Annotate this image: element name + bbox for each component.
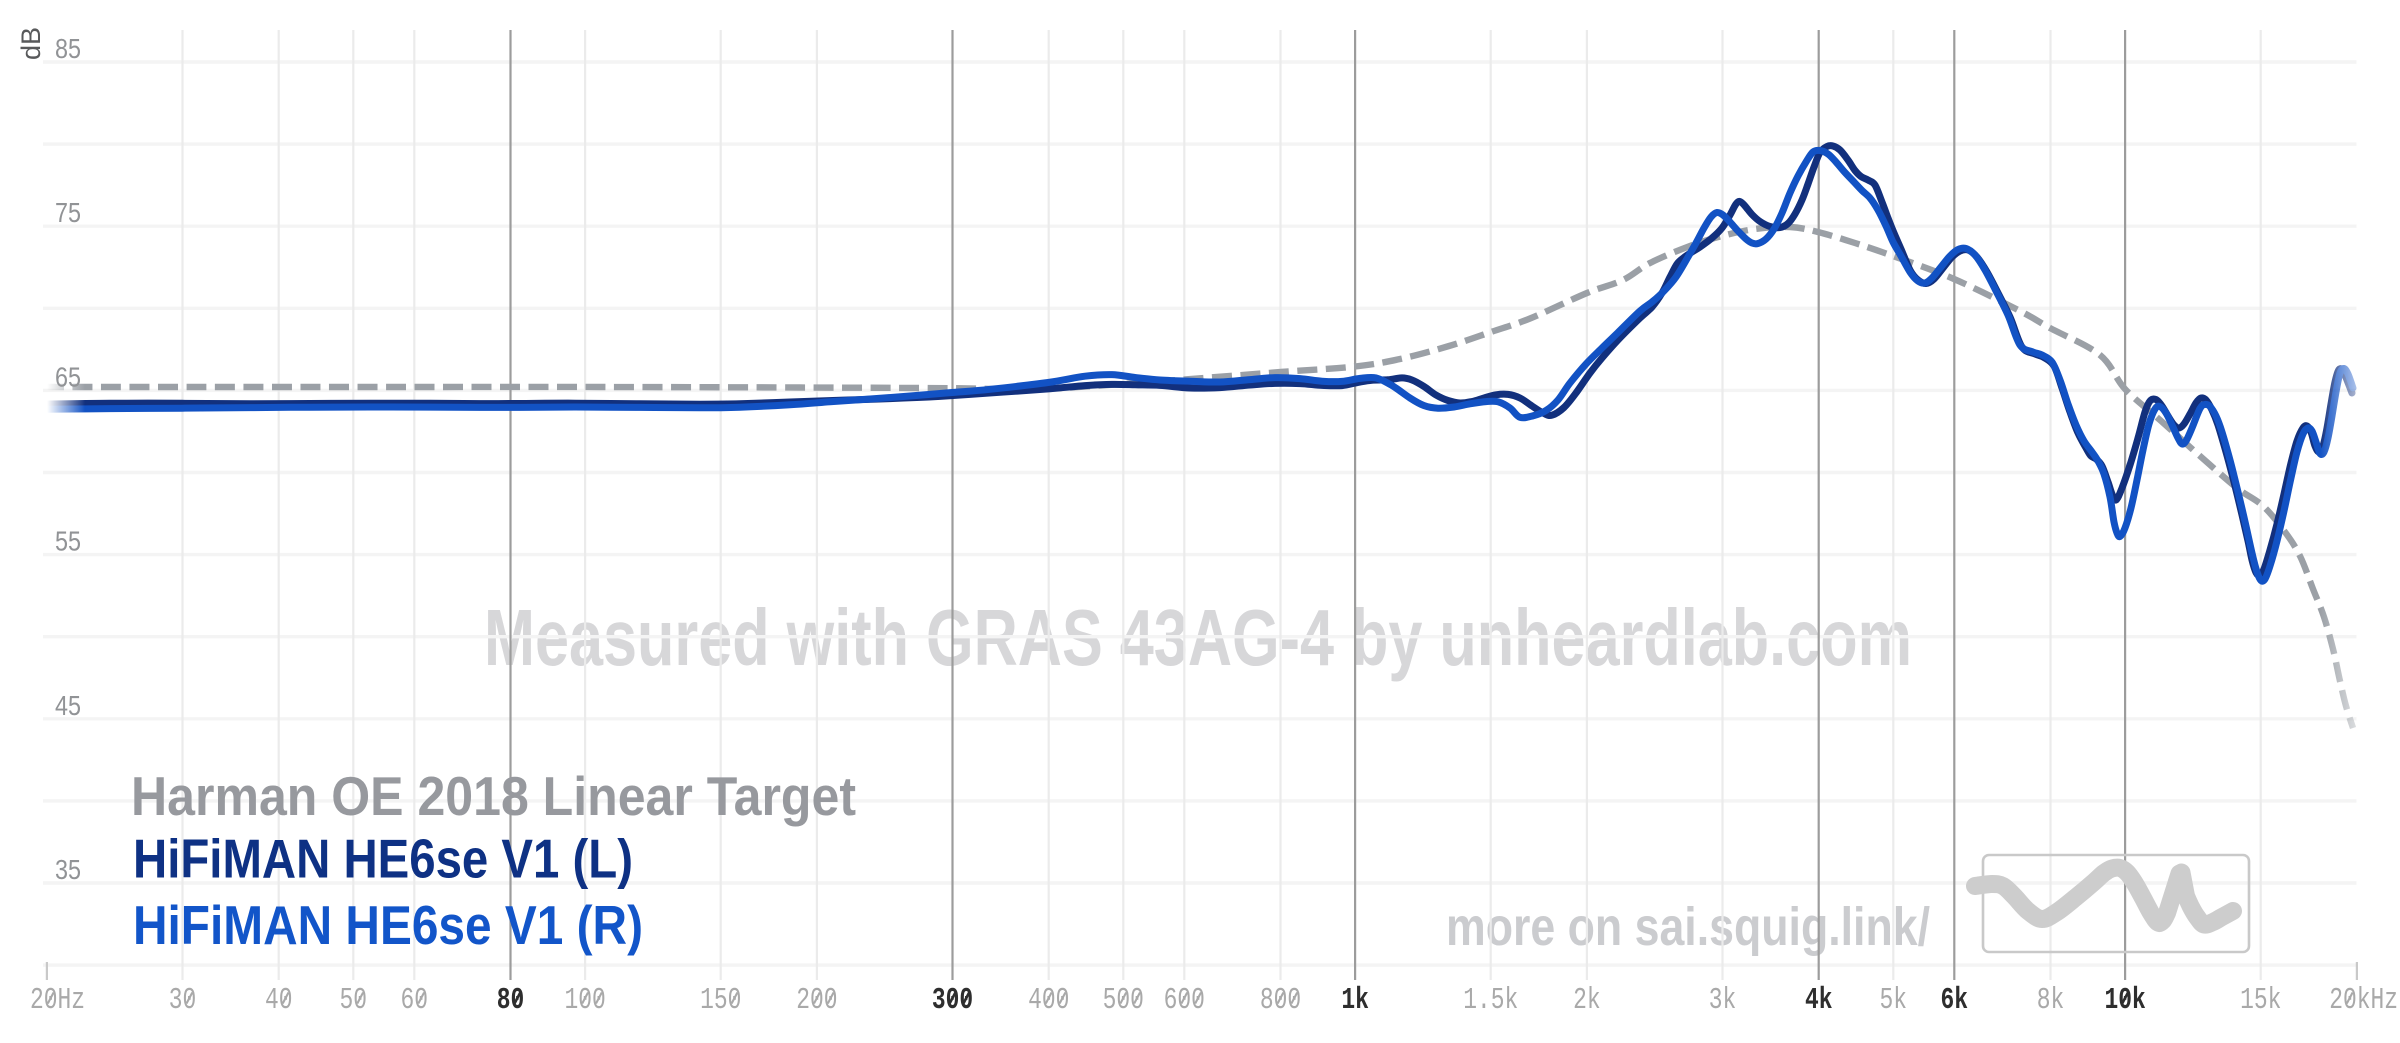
svg-text:more on sai.squig.link/: more on sai.squig.link/: [1446, 897, 1930, 957]
svg-text:100: 100: [564, 983, 605, 1018]
svg-text:65: 65: [55, 361, 81, 392]
svg-text:200: 200: [796, 983, 837, 1018]
svg-text:50: 50: [340, 983, 368, 1018]
svg-text:Harman OE 2018 Linear Target: Harman OE 2018 Linear Target: [131, 765, 856, 827]
svg-text:30: 30: [169, 983, 197, 1018]
svg-text:HiFiMAN HE6se V1 (R): HiFiMAN HE6se V1 (R): [133, 894, 643, 956]
svg-text:35: 35: [55, 854, 81, 885]
svg-text:60: 60: [401, 983, 429, 1018]
svg-text:5k: 5k: [1880, 983, 1908, 1018]
svg-text:1k: 1k: [1341, 983, 1369, 1018]
svg-text:55: 55: [55, 526, 81, 557]
svg-text:85: 85: [55, 33, 81, 64]
svg-text:6k: 6k: [1941, 983, 1969, 1018]
svg-text:800: 800: [1260, 983, 1301, 1018]
svg-text:45: 45: [55, 690, 81, 721]
svg-text:HiFiMAN HE6se V1 (L): HiFiMAN HE6se V1 (L): [133, 828, 633, 890]
svg-text:500: 500: [1103, 983, 1144, 1018]
svg-text:15k: 15k: [2240, 983, 2281, 1018]
svg-text:150: 150: [700, 983, 741, 1018]
svg-text:80: 80: [497, 983, 525, 1018]
svg-text:600: 600: [1164, 983, 1205, 1018]
svg-text:2k: 2k: [1573, 983, 1601, 1018]
svg-text:dB: dB: [16, 27, 46, 60]
svg-text:40: 40: [265, 983, 293, 1018]
svg-text:1.5k: 1.5k: [1463, 983, 1518, 1018]
svg-text:4k: 4k: [1805, 983, 1833, 1018]
svg-text:20Hz: 20Hz: [30, 983, 85, 1018]
svg-text:8k: 8k: [2037, 983, 2065, 1018]
svg-text:400: 400: [1028, 983, 1069, 1018]
svg-text:20kHz: 20kHz: [2329, 983, 2398, 1018]
svg-text:75: 75: [55, 197, 81, 228]
svg-text:3k: 3k: [1709, 983, 1737, 1018]
